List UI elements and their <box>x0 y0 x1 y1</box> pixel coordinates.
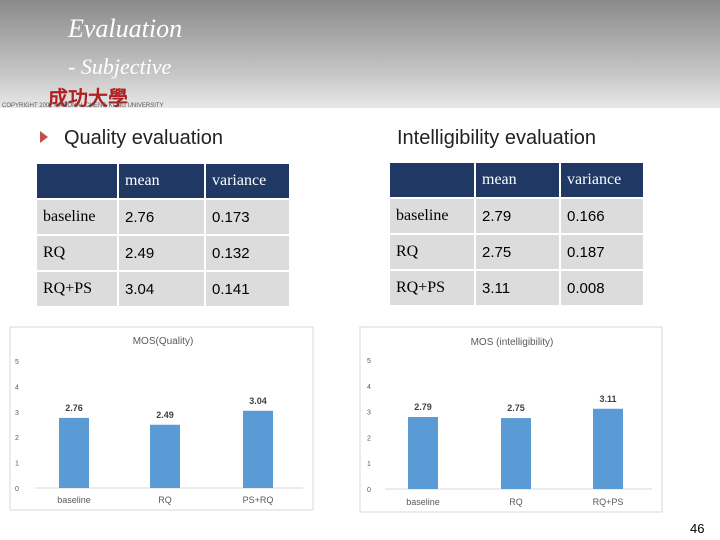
section-heading: Quality evaluation <box>64 127 223 149</box>
chart-title: MOS(Quality) <box>133 336 194 347</box>
page-number: 46 <box>690 521 705 536</box>
data-table: mean variance baseline 2.79 0.166 RQ 2.75 0.187… <box>388 161 645 307</box>
cell: RQ+PS <box>35 270 119 308</box>
cell: 2.75 <box>474 233 561 271</box>
y-tick-label: 1 <box>15 461 19 468</box>
row: RQ 2.49 0.132 <box>35 234 291 272</box>
cell: 2.79 <box>474 197 561 235</box>
cell: 0.141 <box>204 270 291 308</box>
data-label: 3.04 <box>249 396 267 406</box>
cell: 3.04 <box>117 270 206 308</box>
title: Evaluation <box>68 14 183 43</box>
chart-title: MOS (intelligibility) <box>471 337 554 348</box>
data-label: 2.49 <box>156 410 174 420</box>
header-cell: mean <box>474 161 561 199</box>
y-tick-label: 4 <box>367 384 371 391</box>
cell: 0.132 <box>204 234 291 272</box>
x-tick-label: RQ <box>509 497 523 507</box>
bar <box>501 418 531 489</box>
header-cell: variance <box>204 162 291 200</box>
cell: 0.173 <box>204 198 291 236</box>
y-tick-label: 2 <box>15 435 19 442</box>
y-tick-label: 1 <box>367 461 371 468</box>
logo-text: 成功大學 <box>48 86 128 110</box>
row: baseline 2.79 0.166 <box>388 197 645 235</box>
subtitle: - Subjective <box>68 54 172 79</box>
x-tick-label: RQ+PS <box>593 497 624 507</box>
cell: 2.76 <box>117 198 206 236</box>
cell: 0.187 <box>559 233 645 271</box>
y-tick-label: 0 <box>367 487 371 494</box>
cell: RQ <box>35 234 119 272</box>
y-tick-label: 0 <box>15 486 19 493</box>
header-cell: variance <box>559 161 645 199</box>
cell: RQ+PS <box>388 269 476 307</box>
cell: baseline <box>35 198 119 236</box>
cell: 3.11 <box>474 269 561 307</box>
cell: baseline <box>388 197 476 235</box>
y-tick-label: 5 <box>15 359 19 366</box>
row: RQ+PS 3.04 0.141 <box>35 270 291 308</box>
bar <box>243 410 273 488</box>
x-tick-label: PS+RQ <box>243 495 274 505</box>
y-tick-label: 2 <box>367 435 371 442</box>
x-tick-label: baseline <box>406 497 440 507</box>
row: baseline 2.76 0.173 <box>35 198 291 236</box>
header-band <box>0 0 720 108</box>
y-tick-label: 3 <box>367 410 371 417</box>
header-row: mean variance <box>35 162 291 200</box>
bullet <box>40 131 48 143</box>
bar <box>59 417 89 488</box>
bar <box>408 417 438 489</box>
row: RQ 2.75 0.187 <box>388 233 645 271</box>
y-tick-label: 5 <box>367 358 371 365</box>
data-label: 3.11 <box>599 394 616 404</box>
section-heading: Intelligibility evaluation <box>397 127 597 149</box>
copyright: COPYRIGHT 2002 NATIONAL CHENG KUNG UNIVE… <box>2 103 164 109</box>
data-label: 2.76 <box>65 403 83 413</box>
y-tick-label: 3 <box>15 410 19 417</box>
x-tick-label: baseline <box>57 495 91 505</box>
data-table: mean variance baseline 2.76 0.173 RQ 2.49 0.132… <box>35 162 291 308</box>
cell: RQ <box>388 233 476 271</box>
header-row: mean variance <box>388 161 645 199</box>
x-tick-label: RQ <box>158 495 172 505</box>
header-cell <box>35 162 119 200</box>
data-label: 2.75 <box>507 403 525 413</box>
header-cell <box>388 161 476 199</box>
cell: 2.49 <box>117 234 206 272</box>
bar <box>593 408 623 489</box>
bar <box>150 424 180 488</box>
row: RQ+PS 3.11 0.008 <box>388 269 645 307</box>
y-tick-label: 4 <box>15 384 19 391</box>
header-cell: mean <box>117 162 206 200</box>
cell: 0.008 <box>559 269 645 307</box>
data-label: 2.79 <box>414 402 432 412</box>
cell: 0.166 <box>559 197 645 235</box>
